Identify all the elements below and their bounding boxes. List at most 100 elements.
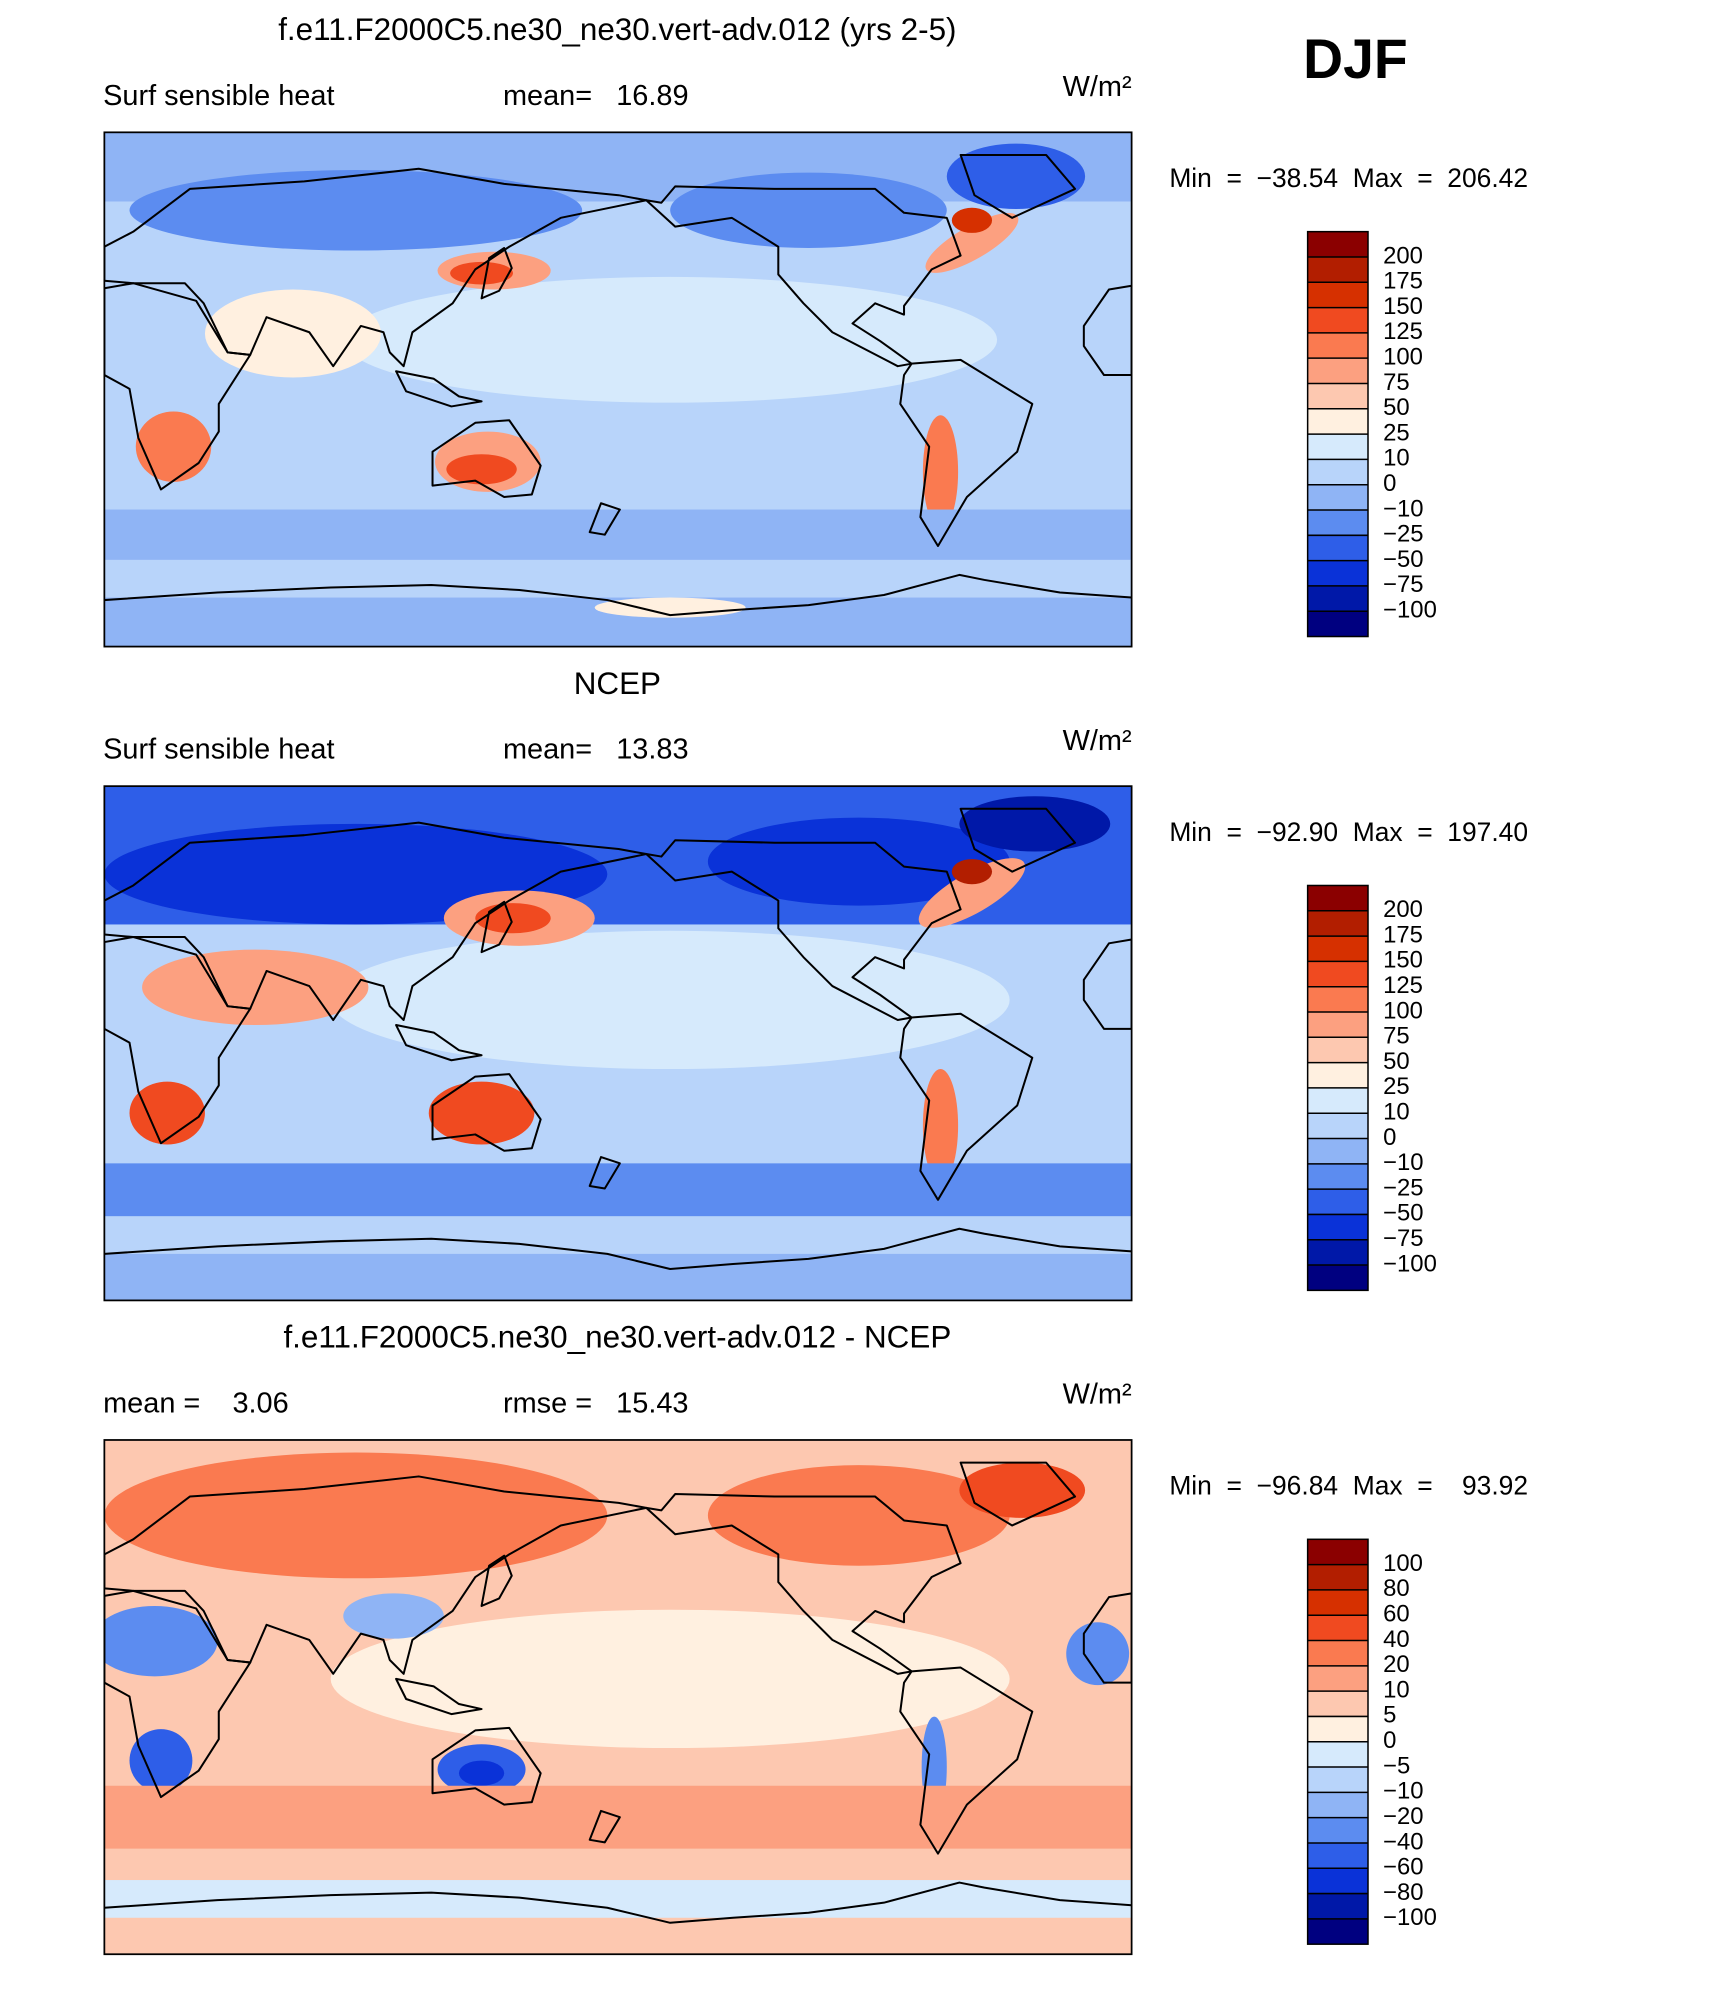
colorbar-label: 40 xyxy=(1383,1626,1410,1653)
color-box xyxy=(1307,1868,1368,1894)
color-box xyxy=(1307,1113,1368,1139)
colorbar-label: 200 xyxy=(1383,896,1423,923)
units: W/m² xyxy=(1063,1379,1132,1411)
color-box xyxy=(1307,1062,1368,1088)
colorbar-label: 0 xyxy=(1383,1727,1396,1754)
color-box xyxy=(1307,434,1368,460)
center-note: mean= 16.89 xyxy=(503,80,689,112)
color-box xyxy=(1307,1012,1368,1038)
color-box xyxy=(1307,1842,1368,1869)
color-box xyxy=(1307,1037,1368,1063)
color-box xyxy=(1307,1087,1368,1114)
color-box xyxy=(1307,231,1368,257)
colorbar-label: −100 xyxy=(1383,1904,1437,1931)
colorbar-label: 10 xyxy=(1383,445,1410,472)
colorbar-label: 20 xyxy=(1383,1651,1410,1678)
colorbar-label: −60 xyxy=(1383,1854,1424,1881)
color-box xyxy=(1307,459,1368,485)
colorbar-label: 50 xyxy=(1383,394,1410,421)
colorbar-label: 60 xyxy=(1383,1601,1410,1628)
colorbar-label: 175 xyxy=(1383,268,1423,295)
color-box xyxy=(1307,961,1368,987)
color-box xyxy=(1307,1691,1368,1717)
color-box xyxy=(1307,383,1368,409)
colorbar-label: 100 xyxy=(1383,1550,1423,1577)
color-box xyxy=(1307,484,1368,511)
colorbar-label: −100 xyxy=(1383,1250,1437,1277)
panel-title: f.e11.F2000C5.ne30_ne30.vert-adv.012 - N… xyxy=(283,1320,951,1355)
color-box xyxy=(1307,1239,1368,1266)
color-box xyxy=(1307,1918,1368,1945)
left-note: mean = 3.06 xyxy=(103,1387,289,1419)
left-note: Surf sensible heat xyxy=(103,80,334,112)
colorbar-label: 10 xyxy=(1383,1099,1410,1126)
color-box xyxy=(1307,535,1368,561)
map xyxy=(103,1439,1133,1956)
colorbar-label: 100 xyxy=(1383,997,1423,1024)
colorbar-label: −50 xyxy=(1383,1200,1424,1227)
colorbar-label: 200 xyxy=(1383,242,1423,269)
color-box xyxy=(1307,1640,1368,1666)
color-box xyxy=(1307,1817,1368,1843)
panel-title: NCEP xyxy=(574,666,661,701)
panel-title: f.e11.F2000C5.ne30_ne30.vert-adv.012 (yr… xyxy=(278,12,956,47)
colorbar-label: 25 xyxy=(1383,419,1410,446)
colorbar-label: −100 xyxy=(1383,597,1437,624)
colorbar-label: 25 xyxy=(1383,1073,1410,1100)
color-box xyxy=(1307,910,1368,937)
season-label: DJF xyxy=(1303,28,1408,90)
color-box xyxy=(1307,1792,1368,1818)
colorbar-label: 125 xyxy=(1383,318,1423,345)
color-box xyxy=(1307,611,1368,637)
color-box xyxy=(1307,1716,1368,1742)
color-box xyxy=(1307,282,1368,308)
range-note: Min = −38.54 Max = 206.42 xyxy=(1169,163,1528,193)
colorbar-label: 100 xyxy=(1383,343,1423,370)
colorbar-label: −75 xyxy=(1383,571,1424,598)
colorbar-label: −10 xyxy=(1383,1149,1424,1176)
range-note: Min = −96.84 Max = 93.92 xyxy=(1169,1471,1528,1501)
colorbar-label: −5 xyxy=(1383,1752,1410,1779)
color-box xyxy=(1307,408,1368,435)
color-box xyxy=(1307,1189,1368,1215)
colorbar-label: −20 xyxy=(1383,1803,1424,1830)
colorbar-label: 50 xyxy=(1383,1048,1410,1075)
colorbar-label: 10 xyxy=(1383,1676,1410,1703)
color-box xyxy=(1307,1138,1368,1164)
units: W/m² xyxy=(1063,71,1132,103)
colorbar-label: 125 xyxy=(1383,972,1423,999)
color-box xyxy=(1307,585,1368,612)
color-box xyxy=(1307,256,1368,283)
colorbar-label: 0 xyxy=(1383,470,1396,497)
colorbar-label: −75 xyxy=(1383,1225,1424,1252)
center-note: mean= 13.83 xyxy=(503,734,689,766)
color-box xyxy=(1307,332,1368,359)
color-box xyxy=(1307,1214,1368,1240)
color-box xyxy=(1307,1767,1368,1793)
left-note: Surf sensible heat xyxy=(103,734,334,766)
range-note: Min = −92.90 Max = 197.40 xyxy=(1169,817,1528,847)
colorbar-label: 175 xyxy=(1383,921,1423,948)
colorbar-label: 0 xyxy=(1383,1124,1396,1151)
colorbar-label: −10 xyxy=(1383,1778,1424,1805)
colorbar-label: 5 xyxy=(1383,1702,1396,1729)
colorbar-label: −25 xyxy=(1383,521,1424,548)
colorbar-label: −40 xyxy=(1383,1828,1424,1855)
map xyxy=(103,785,1133,1302)
color-box xyxy=(1307,1564,1368,1590)
colorbar-label: −50 xyxy=(1383,546,1424,573)
color-box xyxy=(1307,510,1368,536)
color-box xyxy=(1307,936,1368,962)
color-box xyxy=(1307,307,1368,333)
color-box xyxy=(1307,986,1368,1013)
color-box xyxy=(1307,1589,1368,1616)
color-box xyxy=(1307,1741,1368,1768)
color-box xyxy=(1307,1665,1368,1692)
color-box xyxy=(1307,1539,1368,1565)
color-box xyxy=(1307,1615,1368,1641)
color-box xyxy=(1307,1265,1368,1291)
colorbar-label: 150 xyxy=(1383,293,1423,320)
colorbar-label: 150 xyxy=(1383,947,1423,974)
color-box xyxy=(1307,1163,1368,1190)
